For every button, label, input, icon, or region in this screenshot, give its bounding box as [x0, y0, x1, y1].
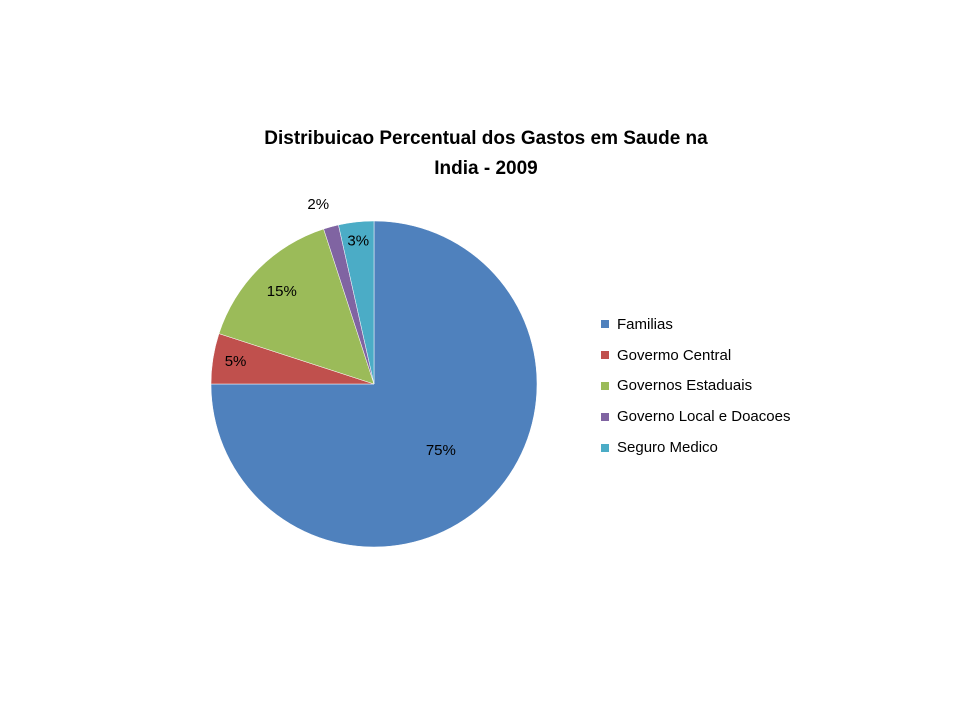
- legend-swatch-govermo-central: [601, 351, 609, 360]
- pie-slice-governos-estaduais: [218, 228, 375, 385]
- pie-slices: [210, 220, 538, 548]
- legend-swatch-seguro-medico: [601, 443, 609, 452]
- chart-title: Distribuicao Percentual dos Gastos em Sa…: [180, 124, 792, 184]
- legend-label-governos-estaduais: Governos Estaduais: [617, 377, 753, 395]
- legend-swatch-governos-estaduais: [601, 381, 609, 390]
- pie-slice-labels: 75% 5% 15% 2% 3%: [225, 196, 456, 459]
- legend-label-familias: Familias: [617, 315, 673, 333]
- chart-title-line-2: India - 2009: [434, 158, 538, 179]
- legend-item-seguro-medico: Seguro Medico: [601, 432, 790, 463]
- legend-label-governo-local: Governo Local e Doacoes: [617, 408, 791, 426]
- legend: Familias Govermo Central Governos Estadu…: [601, 309, 790, 463]
- legend-swatch-familias: [601, 320, 609, 329]
- pie-label-governos-estaduais: 15%: [267, 283, 297, 300]
- pie-slice-familias: [210, 220, 538, 548]
- legend-item-governo-local: Governo Local e Doacoes: [601, 401, 790, 432]
- pie-label-seguro-medico: 3%: [347, 232, 369, 249]
- pie-label-governo-local-e-doacoes: 2%: [307, 196, 329, 213]
- pie-slice-seguro-medico: [338, 220, 375, 385]
- pie-label-govermo-central: 5%: [225, 353, 247, 370]
- legend-label-govermo-central: Govermo Central: [617, 346, 732, 364]
- legend-swatch-governo-local: [601, 412, 609, 421]
- pie-label-familias: 75%: [426, 442, 456, 459]
- legend-item-governos-estaduais: Governos Estaduais: [601, 371, 790, 402]
- chart-title-line-1: Distribuicao Percentual dos Gastos em Sa…: [264, 128, 708, 149]
- legend-item-govermo-central: Govermo Central: [601, 340, 790, 371]
- legend-label-seguro-medico: Seguro Medico: [617, 439, 718, 457]
- legend-item-familias: Familias: [601, 309, 790, 340]
